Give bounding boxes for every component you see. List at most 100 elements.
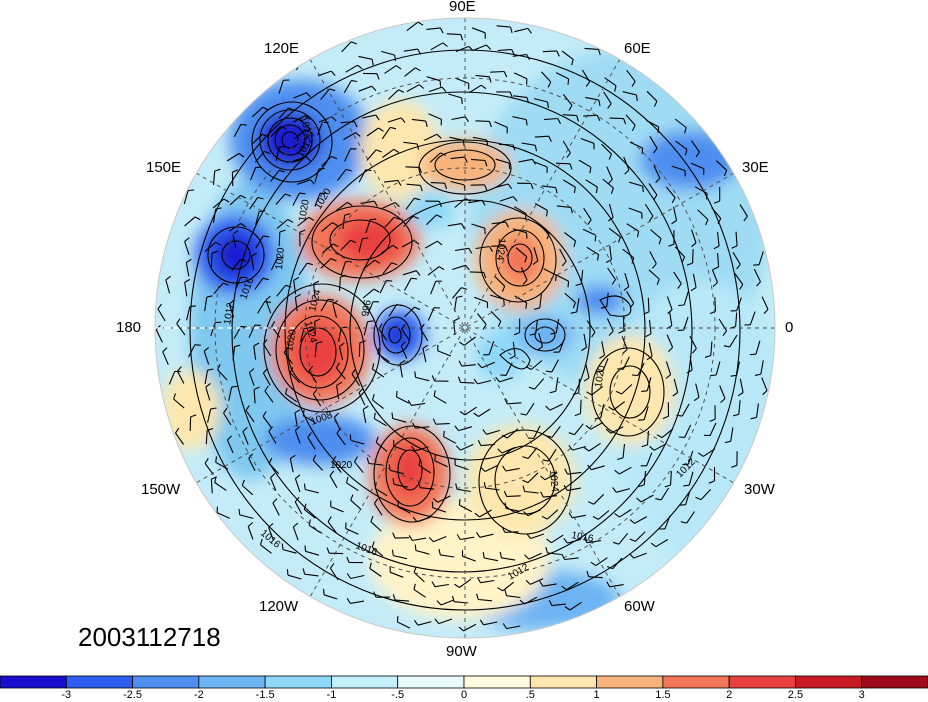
wind-barb [450, 180, 465, 186]
wind-barb-flag [529, 333, 536, 336]
wind-barb-flag [528, 386, 535, 390]
wind-barb [434, 460, 448, 468]
wind-barb-flag [497, 448, 503, 454]
wind-barb [622, 248, 635, 259]
wind-barb [350, 574, 365, 580]
wind-barb [430, 182, 445, 184]
wind-barb-flag [207, 427, 214, 431]
contour-label: 1024 [494, 238, 507, 262]
wind-barb [600, 403, 605, 418]
wind-barb [270, 126, 281, 137]
wind-barb-flag [461, 287, 468, 290]
wind-barb-flag [334, 412, 339, 418]
wind-barb-flag [712, 266, 719, 270]
wind-barb [644, 203, 654, 217]
wind-barb [424, 133, 438, 141]
wind-barb-flag [595, 186, 598, 194]
wind-barb [602, 178, 614, 189]
wind-barb-flag [344, 213, 351, 216]
wind-barb [475, 74, 490, 78]
wind-barb [688, 471, 694, 486]
wind-barb-flag [308, 519, 311, 526]
wind-barb-flag [289, 454, 296, 460]
wind-barb-flag [456, 295, 463, 299]
wind-barb-flag [486, 139, 489, 146]
wind-barb-flag [631, 125, 636, 131]
wind-barb [250, 256, 255, 270]
wind-barb-flag [294, 496, 300, 503]
wind-barb-flag [451, 595, 455, 602]
wind-barb-flag [280, 125, 287, 130]
wind-barb-flag [313, 280, 320, 285]
wind-barb [362, 409, 367, 424]
wind-barb [612, 557, 623, 569]
wind-barb-flag [262, 411, 267, 417]
wind-barb [736, 297, 742, 311]
wind-barb-flag [432, 497, 439, 503]
wind-barb-flag [589, 167, 592, 174]
wind-barb [176, 323, 186, 336]
wind-barb [265, 299, 272, 314]
wind-barb [455, 77, 469, 84]
wind-barb-flag [512, 196, 518, 202]
wind-barb [674, 118, 687, 128]
wind-barb [165, 279, 171, 294]
wind-barb [499, 377, 513, 383]
wind-barb [535, 319, 539, 334]
wind-barb [345, 527, 359, 535]
wind-barb-flag [693, 396, 700, 402]
wind-barb [468, 199, 483, 204]
wind-barb-flag [574, 413, 581, 417]
wind-barb-flag [656, 278, 660, 285]
wind-barb [513, 95, 528, 98]
wind-barb [606, 318, 614, 332]
wind-barb [459, 578, 472, 588]
wind-barb [426, 27, 441, 30]
wind-barb [530, 533, 545, 540]
wind-barb [610, 426, 624, 434]
wind-barb [669, 311, 673, 326]
wind-barb-flag [606, 581, 611, 588]
wind-barb-flag [279, 145, 286, 148]
wind-barb-flag [629, 553, 635, 559]
wind-barb [718, 318, 728, 332]
wind-barb-flag [522, 279, 528, 285]
wind-barb [351, 373, 360, 386]
wind-barb-flag [399, 360, 406, 365]
wind-barb [278, 80, 284, 94]
wind-barb-flag [684, 127, 687, 134]
wind-barb-flag [247, 522, 254, 527]
wind-barb-flag [545, 210, 548, 217]
wind-barb-flag [373, 288, 380, 293]
wind-barb-flag [308, 365, 314, 372]
wind-barb-flag [326, 547, 330, 554]
wind-barb-flag [240, 123, 247, 126]
wind-barb-flag [658, 238, 662, 245]
wind-barb [305, 550, 320, 556]
wind-barb [223, 412, 232, 426]
wind-barb-flag [563, 537, 568, 544]
wind-barb [555, 162, 571, 165]
wind-barb [453, 297, 458, 312]
wind-barb-flag [618, 236, 621, 243]
wind-barb-flag [281, 543, 284, 550]
wind-barb-flag [386, 280, 393, 282]
wind-barb [597, 510, 610, 520]
wind-barb [624, 273, 630, 287]
wind-barb [481, 361, 496, 369]
wind-barb [686, 511, 695, 524]
wind-barb-flag [686, 369, 693, 374]
wind-barb [413, 571, 425, 583]
wind-barb [249, 197, 259, 210]
wind-barb [298, 262, 308, 276]
wind-barb-flag [570, 311, 577, 314]
wind-barb-flag [585, 424, 591, 430]
polar-map [155, 18, 775, 638]
wind-barb [395, 599, 410, 602]
wind-barb-flag [284, 387, 288, 394]
wind-barb-flag [525, 232, 528, 239]
wind-barb [297, 179, 311, 185]
wind-barb-flag [717, 218, 722, 224]
wind-barb-flag [286, 569, 289, 576]
wind-barb [692, 273, 697, 288]
